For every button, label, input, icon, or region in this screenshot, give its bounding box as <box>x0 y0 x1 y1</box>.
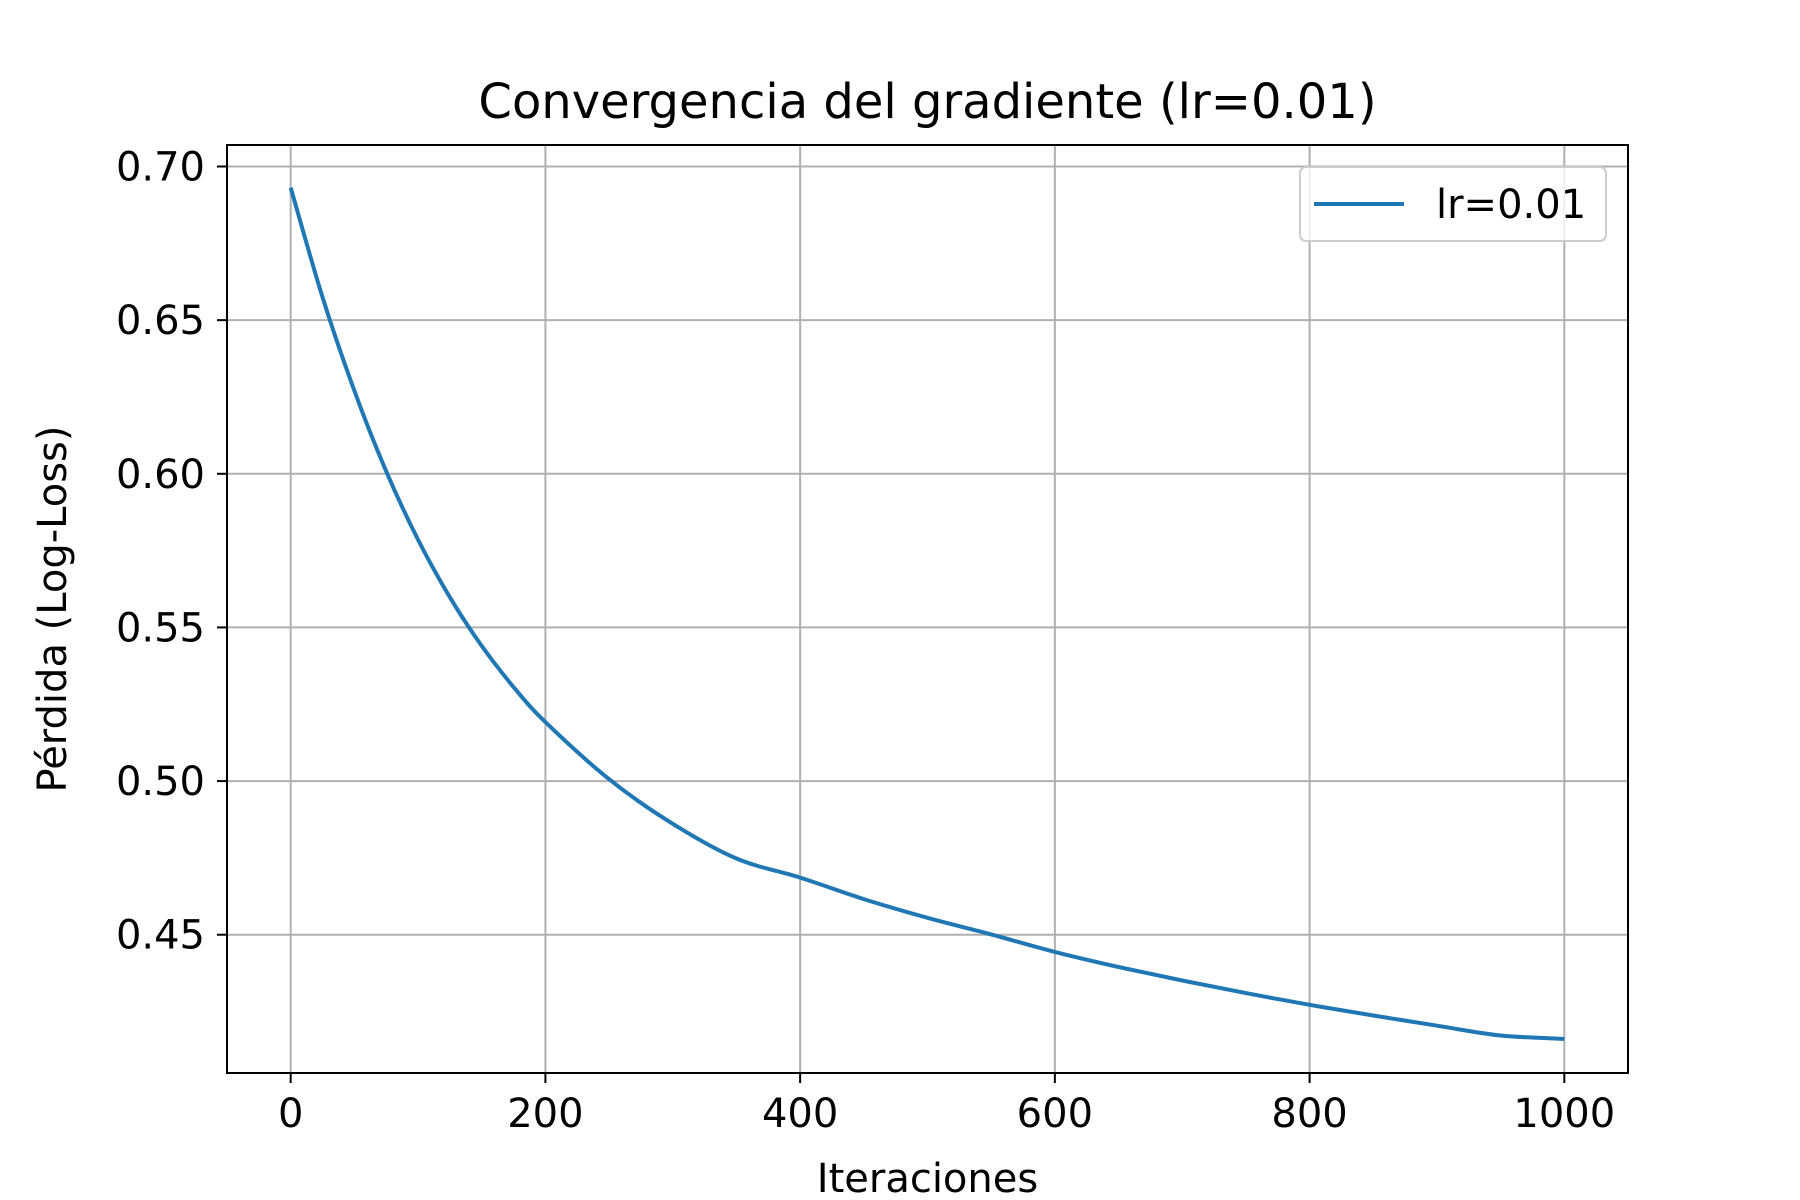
y-tick-label: 0.60 <box>116 452 205 498</box>
series-layer <box>288 187 1565 1041</box>
x-tick-label: 200 <box>507 1091 583 1137</box>
x-tick-label: 1000 <box>1513 1091 1615 1137</box>
x-tick-label: 400 <box>762 1091 838 1137</box>
grid <box>227 145 1628 1073</box>
y-tick-label: 0.45 <box>116 913 205 959</box>
y-tick-label: 0.70 <box>116 145 205 191</box>
x-tick-label: 800 <box>1271 1091 1347 1137</box>
series-line <box>288 187 1565 1041</box>
legend-label: lr=0.01 <box>1436 182 1586 228</box>
y-tick-label: 0.50 <box>116 759 205 805</box>
legend-box <box>1299 166 1607 242</box>
x-tick-label: 0 <box>278 1091 303 1137</box>
chart-title: Convergencia del gradiente (lr=0.01) <box>478 74 1376 130</box>
x-axis-label: Iteraciones <box>817 1156 1038 1200</box>
legend: lr=0.01 <box>1299 166 1607 242</box>
x-tick-label: 600 <box>1017 1091 1093 1137</box>
y-tick-label: 0.55 <box>116 605 205 651</box>
y-axis-label: Pérdida (Log-Loss) <box>30 426 76 793</box>
y-tick-label: 0.65 <box>116 298 205 344</box>
ticks: 0 200 400 600 800 1000 0.45 0.50 0.55 0.60 0.65 0.7… <box>116 145 1615 1137</box>
plot-frame <box>226 144 1629 1074</box>
